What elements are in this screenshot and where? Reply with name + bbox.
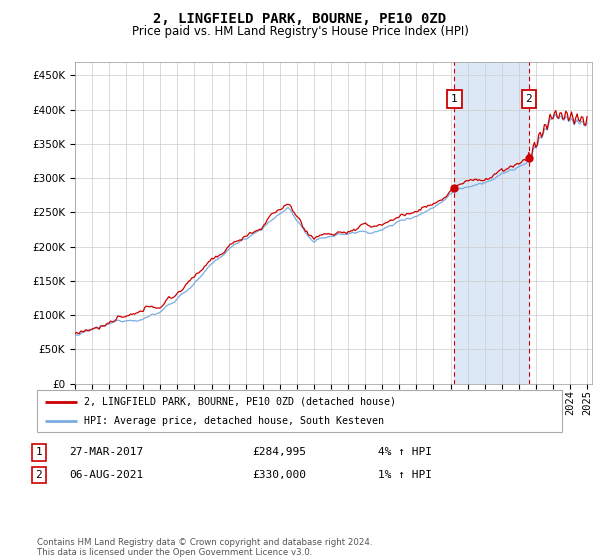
Bar xyxy=(454,62,529,384)
Text: 4% ↑ HPI: 4% ↑ HPI xyxy=(378,447,432,458)
Text: HPI: Average price, detached house, South Kesteven: HPI: Average price, detached house, Sout… xyxy=(85,416,385,426)
Text: 1: 1 xyxy=(35,447,43,458)
Text: £330,000: £330,000 xyxy=(252,470,306,480)
Text: 1: 1 xyxy=(451,94,458,104)
Text: £284,995: £284,995 xyxy=(252,447,306,458)
Text: Price paid vs. HM Land Registry's House Price Index (HPI): Price paid vs. HM Land Registry's House … xyxy=(131,25,469,38)
Text: 2, LINGFIELD PARK, BOURNE, PE10 0ZD (detached house): 2, LINGFIELD PARK, BOURNE, PE10 0ZD (det… xyxy=(85,396,397,407)
Text: 2, LINGFIELD PARK, BOURNE, PE10 0ZD: 2, LINGFIELD PARK, BOURNE, PE10 0ZD xyxy=(154,12,446,26)
Text: 1% ↑ HPI: 1% ↑ HPI xyxy=(378,470,432,480)
Text: 2: 2 xyxy=(35,470,43,480)
Text: 06-AUG-2021: 06-AUG-2021 xyxy=(69,470,143,480)
Text: Contains HM Land Registry data © Crown copyright and database right 2024.
This d: Contains HM Land Registry data © Crown c… xyxy=(37,538,373,557)
Text: 27-MAR-2017: 27-MAR-2017 xyxy=(69,447,143,458)
Text: 2: 2 xyxy=(526,94,532,104)
FancyBboxPatch shape xyxy=(37,390,562,432)
